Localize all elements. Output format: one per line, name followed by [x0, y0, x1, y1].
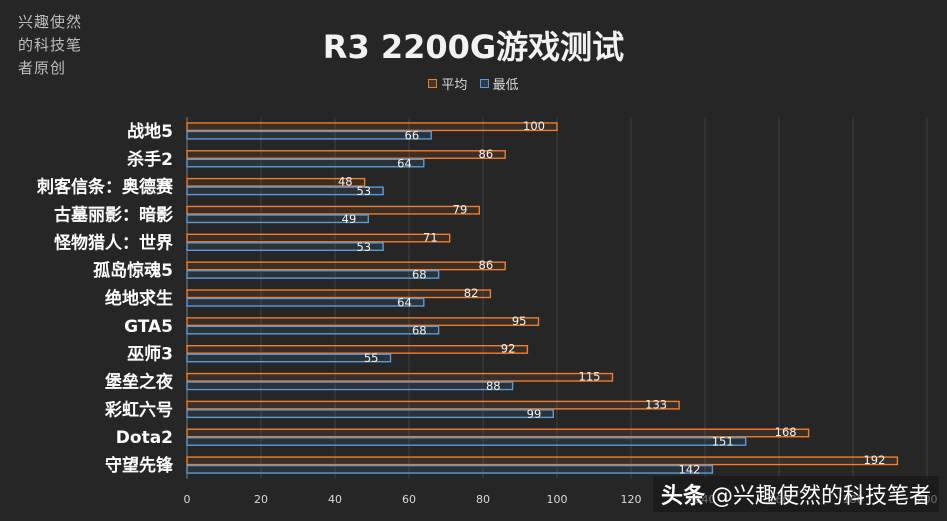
bar-min: [186, 158, 425, 168]
data-label-min: 55: [364, 351, 379, 365]
watermark: 头条 @兴趣使然的科技笔者: [652, 476, 939, 512]
category-label: 彩虹六号: [104, 399, 173, 420]
watermark-handle: @兴趣使然的科技笔者: [710, 484, 931, 509]
data-label-avg: 168: [775, 425, 797, 439]
bar-avg: [186, 233, 451, 243]
bar-avg: [186, 205, 480, 215]
legend-swatch-min: [479, 79, 489, 88]
category-label: 巫师3: [127, 344, 173, 365]
bar-avg: [186, 372, 614, 382]
data-label-min: 66: [405, 128, 420, 142]
data-label-min: 53: [356, 184, 371, 198]
category-label: 战地5: [127, 121, 173, 142]
data-label-avg: 48: [338, 175, 353, 189]
data-label-min: 64: [397, 296, 412, 310]
x-tick-label: 20: [254, 493, 268, 506]
bar-avg: [186, 261, 506, 271]
bar-min: [186, 325, 440, 335]
bar-avg: [186, 150, 506, 159]
bar-min: [186, 437, 747, 446]
bar-avg: [186, 344, 529, 354]
credit-line: 的科技笔: [18, 36, 83, 54]
watermark-brand: 头条: [660, 484, 705, 509]
bar-min: [186, 464, 714, 474]
data-label-avg: 79: [453, 202, 468, 216]
category-label: 堡垒之夜: [105, 372, 174, 393]
category-label: 绝地求生: [105, 288, 173, 309]
bar-min: [186, 381, 514, 391]
bar-min: [186, 242, 384, 252]
data-label-avg: 133: [645, 397, 667, 411]
x-tick-label: 120: [621, 493, 642, 506]
data-label-min: 99: [527, 407, 542, 421]
category-label: 孤岛惊魂5: [93, 260, 173, 281]
chart-title: R3 2200G游戏测试: [322, 28, 625, 66]
bar-avg: [186, 289, 492, 299]
credit-line: 兴趣使然: [18, 13, 83, 31]
category-label: 怪物猎人：世界: [54, 232, 173, 253]
legend-label-avg: 平均: [441, 78, 468, 93]
bar-avg: [186, 456, 899, 466]
legend: 平均 最低: [0, 74, 947, 93]
bar-avg: [186, 428, 810, 438]
bar-min: [186, 186, 384, 196]
legend-item-min: 最低: [479, 74, 519, 93]
legend-label-min: 最低: [492, 78, 519, 93]
data-label-avg: 100: [523, 119, 545, 133]
bar-min: [186, 297, 425, 307]
x-tick-label: 40: [328, 493, 342, 506]
category-label: 刺客信条：奥德赛: [37, 177, 174, 198]
bar-min: [186, 269, 440, 279]
bar-avg: [186, 317, 540, 327]
x-tick-label: 80: [476, 493, 490, 506]
credit-line: 者原创: [18, 59, 67, 77]
data-label-min: 88: [486, 379, 501, 393]
legend-item-avg: 平均: [428, 74, 467, 93]
data-label-avg: 86: [479, 258, 494, 272]
data-label-min: 68: [412, 323, 427, 337]
data-label-avg: 86: [479, 147, 494, 161]
bar-min: [186, 353, 392, 363]
bar-avg: [186, 177, 366, 187]
legend-swatch-avg: [428, 79, 438, 88]
category-label: 杀手2: [127, 149, 173, 170]
x-tick-label: 100: [547, 493, 568, 506]
bar-avg: [186, 400, 680, 410]
data-label-min: 53: [356, 240, 371, 254]
category-label: 守望先锋: [105, 455, 174, 476]
bar-min: [186, 409, 554, 419]
data-label-avg: 92: [501, 342, 516, 356]
bar-min: [186, 214, 370, 224]
data-label-min: 142: [678, 463, 700, 477]
data-label-min: 151: [712, 435, 734, 449]
data-label-avg: 82: [464, 286, 479, 300]
x-tick-label: 0: [184, 493, 191, 506]
bar-min: [186, 130, 432, 140]
bar-avg: [186, 122, 558, 132]
category-label: GTA5: [124, 317, 173, 337]
data-label-min: 49: [342, 212, 357, 226]
data-label-avg: 95: [512, 314, 527, 328]
category-label: 古墓丽影：暗影: [54, 204, 173, 225]
data-label-min: 68: [412, 268, 427, 282]
data-label-avg: 115: [579, 370, 601, 384]
data-label-min: 64: [397, 156, 412, 170]
data-label-avg: 71: [423, 230, 438, 244]
data-label-avg: 192: [863, 453, 885, 467]
category-label: Dota2: [116, 428, 173, 448]
x-tick-label: 60: [402, 493, 416, 506]
